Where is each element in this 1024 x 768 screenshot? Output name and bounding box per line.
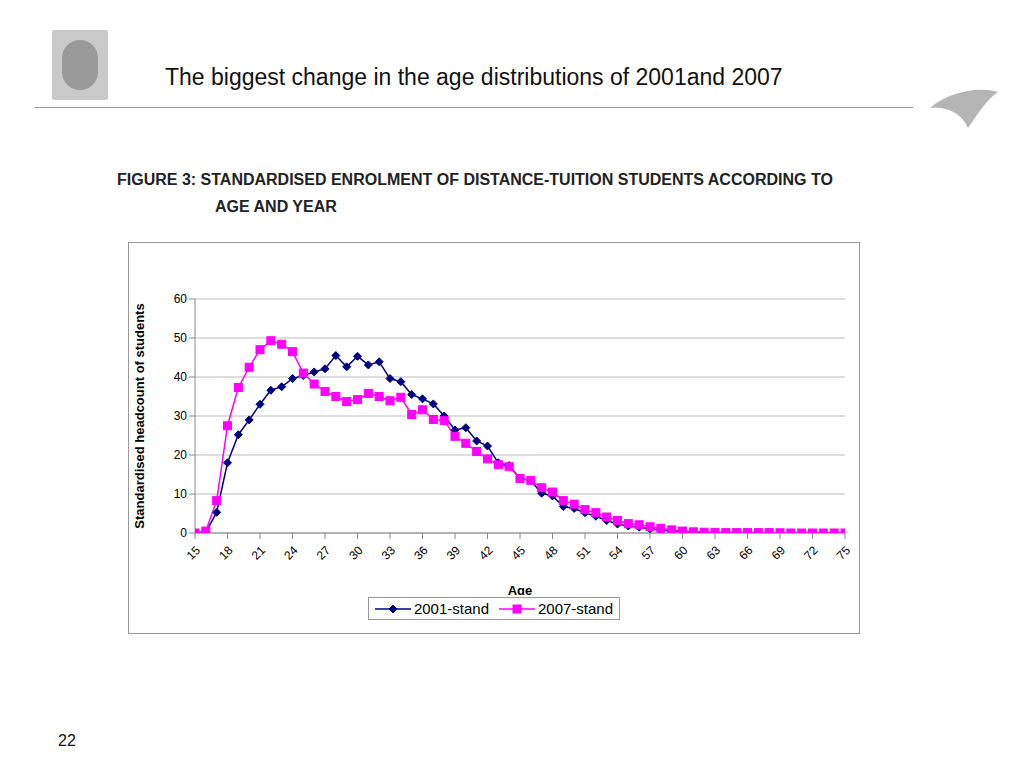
svg-text:72: 72 (801, 543, 821, 563)
svg-text:15: 15 (184, 543, 204, 563)
svg-text:42: 42 (476, 543, 496, 563)
html-text:2007-stand: 2007-stand (538, 600, 614, 617)
svg-text:51: 51 (574, 543, 594, 563)
svg-text:36: 36 (411, 543, 431, 563)
svg-text:60: 60 (174, 292, 188, 306)
svg-text:Standardised headcount of stud: Standardised headcount of students (132, 303, 147, 528)
svg-text:30: 30 (174, 409, 188, 423)
svg-text:24: 24 (281, 543, 301, 563)
svg-text:33: 33 (379, 543, 399, 563)
html-text:The biggest change in the age: The biggest change in the age distributi… (165, 64, 783, 90)
svg-text:27: 27 (314, 543, 334, 563)
svg-text:63: 63 (704, 543, 724, 563)
svg-text:66: 66 (736, 543, 756, 563)
svg-text:30: 30 (346, 543, 366, 563)
html-text:FIGURE 3: STANDARDISED ENROLME: FIGURE 3: STANDARDISED ENROLMENT OF DIST… (117, 171, 833, 215)
svg-text:48: 48 (541, 543, 561, 563)
html-text:22: 22 (58, 732, 76, 749)
html-text:2001-stand: 2001-stand (413, 600, 489, 617)
svg-text:69: 69 (769, 543, 789, 563)
svg-text:45: 45 (509, 543, 529, 563)
svg-text:75: 75 (834, 543, 854, 563)
svg-text:60: 60 (671, 543, 691, 563)
svg-text:39: 39 (444, 543, 464, 563)
svg-text:Age: Age (508, 583, 533, 595)
svg-text:50: 50 (174, 331, 188, 345)
svg-text:10: 10 (174, 487, 188, 501)
svg-text:18: 18 (216, 543, 236, 563)
svg-text:54: 54 (606, 543, 626, 563)
svg-text:57: 57 (639, 543, 659, 563)
svg-text:0: 0 (180, 526, 187, 540)
svg-text:40: 40 (174, 370, 188, 384)
svg-text:20: 20 (174, 448, 188, 462)
svg-text:21: 21 (249, 543, 269, 563)
